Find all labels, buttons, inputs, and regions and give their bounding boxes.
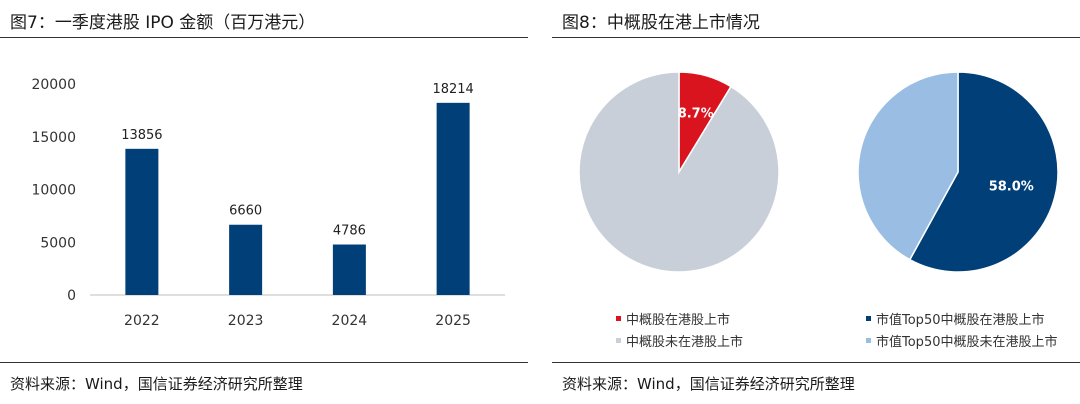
legend-label: 市值Top50中概股在港股上市 [876, 313, 1045, 328]
x-tick-label: 2025 [435, 313, 471, 329]
bar [229, 224, 263, 295]
listing-pie-charts: 8.7% 58.0% [578, 71, 1059, 273]
figure-7-title: 图7：一季度港股 IPO 金额（百万港元） [10, 13, 316, 33]
y-tick-label: 0 [67, 288, 76, 304]
x-tick-label: 2023 [228, 313, 264, 329]
legend-item-top50-not-listed: 市值Top50中概股未在港股上市 [866, 331, 1057, 350]
source-rule [552, 362, 1080, 363]
legend-swatch-navy [866, 316, 871, 321]
y-tick-label: 10000 [31, 183, 76, 199]
bar [332, 244, 366, 295]
x-tick-label: 2024 [332, 313, 368, 329]
slice-label: 58.0% [989, 180, 1034, 195]
figure-7-source: 资料来源：Wind，国信证券经济研究所整理 [10, 375, 303, 393]
hk-listing-figure: 图8：中概股在港上市情况 8.7% 58.0% 中概股在港股上市 中概股未在港股上… [552, 0, 1080, 404]
legend-label: 中概股在港股上市 [626, 313, 731, 328]
data-label: 18214 [432, 82, 473, 97]
pie-slice [578, 71, 780, 273]
pie-slice [908, 71, 1059, 273]
source-rule [0, 362, 528, 363]
ipo-bar-chart: 0 5000 10000 15000 20000 13856 2022 6660 2023 478… [31, 77, 505, 329]
x-tick-label: 2022 [124, 313, 160, 329]
figure-8-title: 图8：中概股在港上市情况 [562, 13, 760, 33]
data-label: 4786 [333, 224, 366, 239]
bar [436, 102, 470, 295]
y-tick-label: 5000 [40, 235, 76, 251]
bar [125, 148, 159, 295]
y-tick-label: 20000 [31, 77, 76, 93]
legend-item-listed: 中概股在港股上市 [616, 309, 730, 328]
title-rule [0, 37, 528, 38]
ipo-amount-figure: 图7：一季度港股 IPO 金额（百万港元） 0 5000 10000 15000 200… [0, 0, 528, 404]
legend-label: 市值Top50中概股未在港股上市 [876, 335, 1058, 350]
slice-label: 8.7% [678, 106, 714, 121]
data-label: 13856 [121, 128, 162, 143]
pie-slice [857, 71, 959, 261]
legend-swatch-lightblue [866, 338, 871, 343]
figure-8-source: 资料来源：Wind，国信证券经济研究所整理 [562, 375, 855, 393]
y-tick-label: 15000 [31, 130, 76, 146]
legend-swatch-red [616, 316, 621, 321]
legend-item-not-listed: 中概股未在港股上市 [616, 331, 743, 350]
title-rule [552, 37, 1080, 38]
legend-label: 中概股未在港股上市 [626, 335, 744, 350]
data-label: 6660 [229, 204, 262, 219]
legend-swatch-gray [616, 338, 621, 343]
legend-item-top50-listed: 市值Top50中概股在港股上市 [866, 309, 1044, 328]
